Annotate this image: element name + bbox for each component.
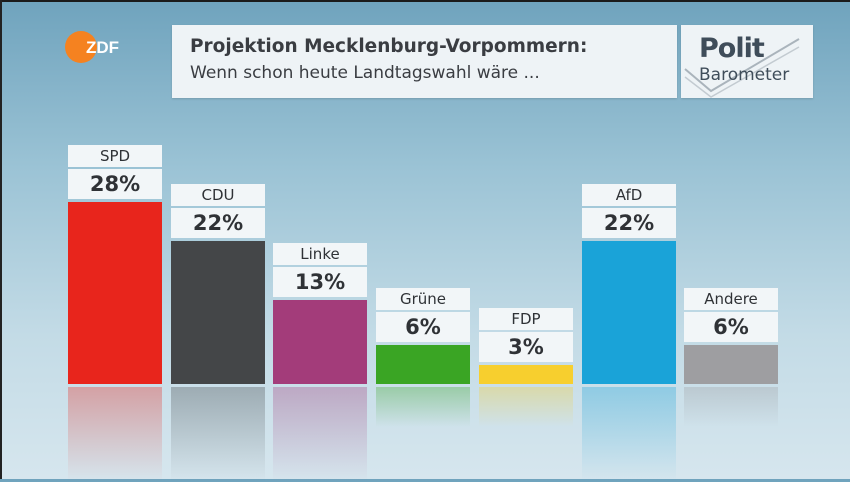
value-label-fdp: 3%	[479, 332, 573, 362]
category-label-spd: SPD	[68, 145, 162, 167]
category-label-afd: AfD	[582, 184, 676, 206]
bar-andere	[684, 345, 778, 384]
value-label-spd: 28%	[68, 169, 162, 199]
bar-fdp	[479, 365, 573, 384]
bar-reflection-andere	[684, 387, 778, 427]
category-label-fdp: FDP	[479, 308, 573, 330]
brand-text-bottom: Barometer	[699, 65, 789, 85]
bar-reflection-afd	[582, 387, 676, 482]
chart-subtitle: Wenn schon heute Landtagswahl wäre ...	[190, 63, 540, 83]
bar-linke	[273, 300, 367, 384]
bar-afd	[582, 241, 676, 384]
value-label-gr-ne: 6%	[376, 312, 470, 342]
frame-left-border	[0, 0, 2, 479]
value-label-cdu: 22%	[171, 208, 265, 238]
category-label-andere: Andere	[684, 288, 778, 310]
bar-reflection-fdp	[479, 387, 573, 427]
chart-title: Projektion Mecklenburg-Vorpommern:	[190, 36, 587, 57]
brand-text-top: Polit	[699, 33, 764, 64]
zdf-logo: ZDF	[64, 30, 124, 64]
bar-reflection-gr-ne	[376, 387, 470, 427]
svg-text:ZDF: ZDF	[86, 38, 119, 57]
bar-reflection-linke	[273, 387, 367, 482]
category-label-cdu: CDU	[171, 184, 265, 206]
bar-cdu	[171, 241, 265, 384]
value-label-afd: 22%	[582, 208, 676, 238]
value-label-linke: 13%	[273, 267, 367, 297]
bar-reflection-cdu	[171, 387, 265, 482]
politbarometer-logo: Polit Barometer	[681, 25, 813, 98]
bar-gr-ne	[376, 345, 470, 384]
chart-header: Projektion Mecklenburg-Vorpommern: Wenn …	[172, 25, 677, 98]
bar-spd	[68, 202, 162, 384]
frame-top-border	[0, 0, 850, 2]
value-label-andere: 6%	[684, 312, 778, 342]
category-label-linke: Linke	[273, 243, 367, 265]
category-label-gr-ne: Grüne	[376, 288, 470, 310]
bar-reflection-spd	[68, 387, 162, 482]
